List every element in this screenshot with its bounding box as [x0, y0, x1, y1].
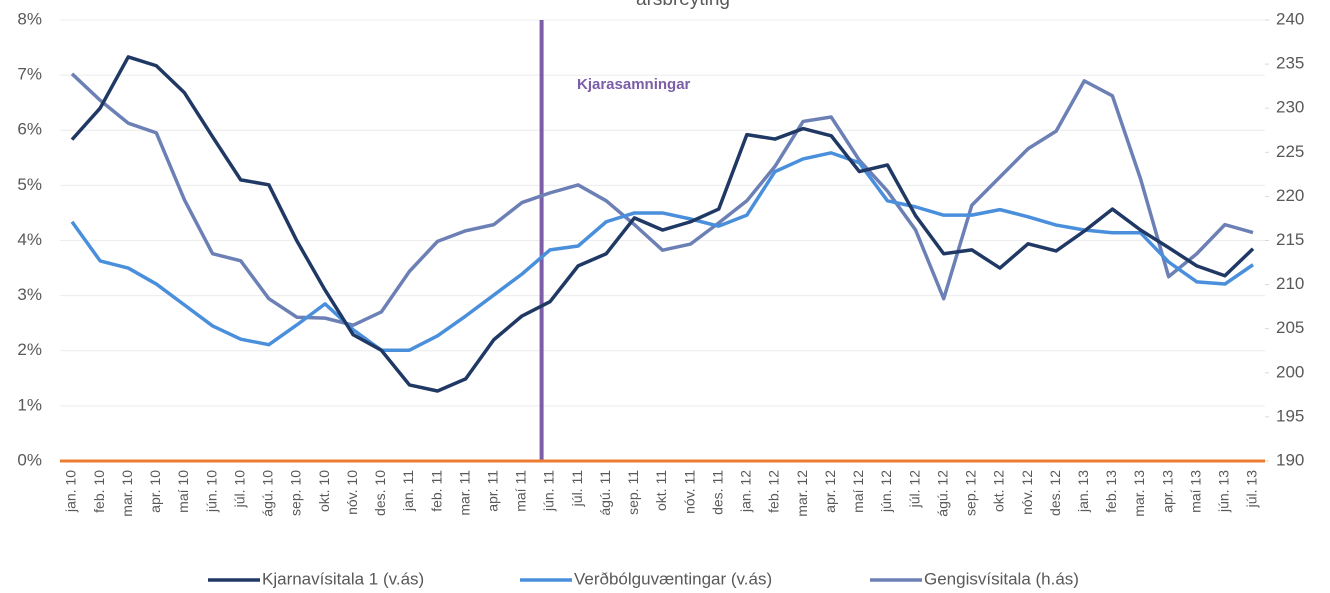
x-tick-label: des. 11: [709, 470, 725, 515]
y-tick-label: 8%: [17, 9, 42, 28]
x-tick-label: mar. 12: [794, 470, 810, 517]
x-tick-label: jún. 11: [541, 470, 557, 512]
x-tick-label: sep. 11: [625, 470, 641, 515]
x-tick-label: feb. 12: [766, 470, 782, 513]
x-tick-label: des. 12: [1047, 470, 1063, 516]
x-tick-label: maí 11: [513, 470, 529, 512]
x-tick-label: maí 10: [175, 470, 191, 513]
x-tick-label: jan. 13: [1075, 470, 1091, 513]
x-tick-label: júl. 11: [569, 470, 585, 508]
y-tick-label: 6%: [17, 120, 42, 139]
x-tick-label: júl. 13: [1244, 470, 1260, 509]
y2-tick-label: 205: [1276, 318, 1304, 337]
x-tick-label: okt. 10: [316, 470, 332, 512]
x-tick-label: mar. 13: [1131, 470, 1147, 517]
x-tick-label: nóv. 12: [1019, 470, 1035, 515]
y-tick-label: 2%: [17, 340, 42, 359]
x-tick-label: feb. 10: [91, 470, 107, 513]
x-tick-label: júl. 12: [906, 470, 922, 509]
legend-label: Gengisvísitala (h.ás): [924, 569, 1079, 588]
x-tick-label: apr. 10: [147, 470, 163, 513]
x-tick-label: jan. 10: [63, 470, 79, 513]
x-tick-label: apr. 13: [1159, 470, 1175, 513]
series-line: [70, 55, 1255, 393]
x-tick-label: sep. 10: [288, 470, 304, 516]
x-tick-label: júl. 10: [231, 470, 247, 509]
y2-tick-label: 210: [1276, 274, 1304, 293]
x-tick-label: apr. 12: [822, 470, 838, 513]
y-tick-label: 4%: [17, 230, 42, 249]
x-tick-label: maí 13: [1187, 470, 1203, 513]
series-line: [70, 72, 1254, 327]
x-tick-label: sep. 12: [963, 470, 979, 516]
x-tick-label: nóv. 11: [681, 470, 697, 514]
x-tick-label: maí 12: [850, 470, 866, 513]
legend-label: Verðbólguvæntingar (v.ás): [574, 569, 772, 588]
y2-tick-label: 215: [1276, 230, 1304, 249]
x-tick-label: feb. 13: [1103, 470, 1119, 513]
legend-label: Kjarnavísitala 1 (v.ás): [262, 569, 424, 588]
y2-tick-label: 195: [1276, 406, 1304, 425]
x-tick-label: okt. 11: [653, 470, 669, 511]
x-tick-label: jan. 12: [738, 470, 754, 513]
annotation: Kjarasamningar: [577, 76, 691, 93]
x-tick-label: nóv. 10: [344, 470, 360, 515]
y2-tick-label: 200: [1276, 362, 1304, 381]
x-tick-label: jan. 11: [400, 470, 416, 512]
series-line: [70, 151, 1254, 352]
y2-tick-label: 190: [1276, 450, 1304, 469]
x-tick-label: apr. 11: [484, 470, 500, 512]
x-tick-label: jún. 12: [878, 470, 894, 513]
x-tick-label: mar. 11: [456, 470, 472, 516]
y2-tick-label: 220: [1276, 186, 1304, 205]
y2-tick-label: 240: [1276, 9, 1304, 28]
x-tick-label: des. 10: [372, 470, 388, 516]
y-tick-label: 7%: [17, 65, 42, 84]
y-tick-label: 3%: [17, 285, 42, 304]
x-tick-label: okt. 12: [991, 470, 1007, 512]
y-tick-label: 5%: [17, 175, 42, 194]
x-tick-label: ágú. 12: [934, 470, 950, 517]
y-tick-label: 1%: [17, 395, 42, 414]
x-tick-label: jún. 10: [203, 470, 219, 513]
x-tick-label: jún. 13: [1216, 470, 1232, 513]
y2-tick-label: 235: [1276, 54, 1304, 73]
x-tick-label: feb. 11: [428, 470, 444, 512]
x-tick-label: ágú. 10: [260, 470, 276, 517]
x-tick-label: ágú. 11: [597, 470, 613, 516]
chart-title: ársbreyting: [636, 0, 730, 10]
y2-tick-label: 225: [1276, 142, 1304, 161]
y-tick-label: 0%: [17, 450, 42, 469]
x-tick-label: mar. 10: [119, 470, 135, 517]
y2-tick-label: 230: [1276, 98, 1304, 117]
